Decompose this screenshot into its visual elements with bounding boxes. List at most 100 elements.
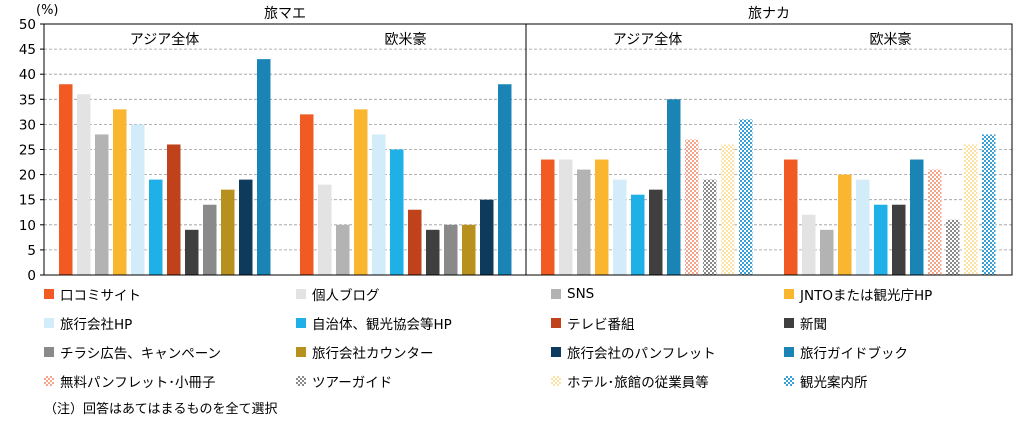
legend-label: ツアーガイド — [312, 375, 393, 391]
legend-item: 口コミサイト — [44, 283, 141, 305]
legend-item: 個人ブログ — [296, 283, 380, 305]
bar — [372, 134, 386, 275]
bar — [336, 224, 350, 275]
legend-label: 個人ブログ — [312, 288, 380, 304]
bar — [928, 169, 942, 275]
bar — [820, 229, 834, 275]
bar — [149, 179, 163, 275]
legend-item: 旅行ガイドブック — [784, 341, 908, 363]
legend-item: 旅行会社HP — [44, 312, 132, 334]
bar — [685, 139, 699, 275]
legend-item: 新聞 — [784, 312, 827, 334]
legend-label: 口コミサイト — [60, 288, 141, 304]
legend-item: 旅行会社のパンフレット — [551, 341, 716, 363]
legend-swatch — [784, 376, 794, 386]
bar — [131, 124, 145, 276]
y-tick-label: 50 — [19, 17, 36, 33]
y-tick-label: 15 — [19, 193, 36, 209]
bar — [856, 179, 870, 275]
bar — [874, 204, 888, 275]
bar — [221, 189, 235, 275]
legend-swatch — [551, 318, 561, 328]
legend-label: SNS — [567, 286, 595, 302]
bar — [964, 144, 978, 275]
legend-label: 旅行ガイドブック — [800, 346, 908, 362]
bar — [462, 224, 476, 275]
bar — [721, 144, 735, 275]
legend-swatch — [551, 289, 561, 299]
bar — [498, 84, 512, 276]
legend-item: ホテル･旅館の従業員等 — [551, 370, 709, 392]
legend-label: 旅行会社カウンター — [312, 346, 434, 362]
legend-swatch — [784, 318, 794, 328]
bar — [95, 134, 109, 275]
legend-item: ツアーガイド — [296, 370, 392, 392]
bar — [613, 179, 627, 275]
y-unit-label: (%) — [36, 3, 59, 18]
footnote: （注）回答はあてはまるものを全て選択 — [44, 402, 278, 417]
legend-label: テレビ番組 — [567, 317, 635, 333]
bar — [354, 109, 368, 275]
bar — [667, 99, 681, 275]
bar — [480, 199, 494, 275]
bar — [559, 159, 573, 275]
legend-item: 無料パンフレット･小冊子 — [44, 370, 216, 392]
y-tick-label: 45 — [19, 42, 36, 58]
bar — [318, 184, 332, 275]
bar — [444, 224, 458, 275]
legend-item: JNTOまたは観光庁HP — [784, 283, 932, 305]
legend-item: 旅行会社カウンター — [296, 341, 434, 363]
legend-swatch — [296, 347, 306, 357]
y-tick-label: 5 — [27, 243, 36, 259]
bar — [257, 59, 271, 275]
bar — [300, 114, 314, 275]
bar — [946, 219, 960, 275]
legend-swatch — [296, 289, 306, 299]
bar — [167, 144, 181, 275]
bars — [59, 59, 996, 276]
legend-swatch — [44, 289, 54, 299]
bar — [541, 159, 555, 275]
panel-frames — [43, 23, 1013, 276]
bar — [910, 159, 924, 275]
legend-item: 自治体、観光協会等HP — [296, 312, 452, 334]
bar — [59, 84, 73, 276]
legend-item: テレビ番組 — [551, 312, 635, 334]
legend-swatch — [551, 347, 561, 357]
bar — [203, 204, 217, 275]
y-tick-label: 40 — [19, 67, 36, 83]
panel-frame-during — [525, 23, 1013, 276]
bar — [426, 229, 440, 275]
bar — [239, 179, 253, 275]
legend-swatch — [44, 376, 54, 386]
y-axis: 0 5 10 15 20 25 30 35 40 45 50 — [19, 17, 44, 284]
y-tick-label: 0 — [27, 268, 36, 284]
panel-title: 旅ナカ — [748, 6, 790, 22]
group-label: アジア全体 — [613, 31, 682, 48]
y-tick-label: 35 — [19, 92, 36, 108]
legend-swatch — [296, 376, 306, 386]
legend-swatch — [44, 347, 54, 357]
legend-label: 旅行会社のパンフレット — [567, 346, 716, 362]
bar — [784, 159, 798, 275]
legend-label: JNTOまたは観光庁HP — [800, 288, 933, 304]
bar — [113, 109, 127, 275]
legend-label: ホテル･旅館の従業員等 — [567, 375, 709, 391]
legend-swatch — [44, 318, 54, 328]
bar — [802, 214, 816, 275]
bar — [595, 159, 609, 275]
legend-swatch — [551, 376, 561, 386]
legend-label: 無料パンフレット･小冊子 — [60, 375, 216, 391]
panel-title: 旅マエ — [264, 6, 306, 22]
bar — [631, 194, 645, 275]
bar — [838, 174, 852, 275]
bar — [408, 209, 422, 275]
legend-item: チラシ広告、キャンペーン — [44, 341, 221, 363]
legend-item: SNS — [551, 283, 594, 305]
group-label: アジア全体 — [130, 31, 199, 48]
legend-label: 自治体、観光協会等HP — [312, 317, 452, 333]
group-label: 欧米豪 — [870, 32, 912, 48]
bar — [892, 204, 906, 275]
